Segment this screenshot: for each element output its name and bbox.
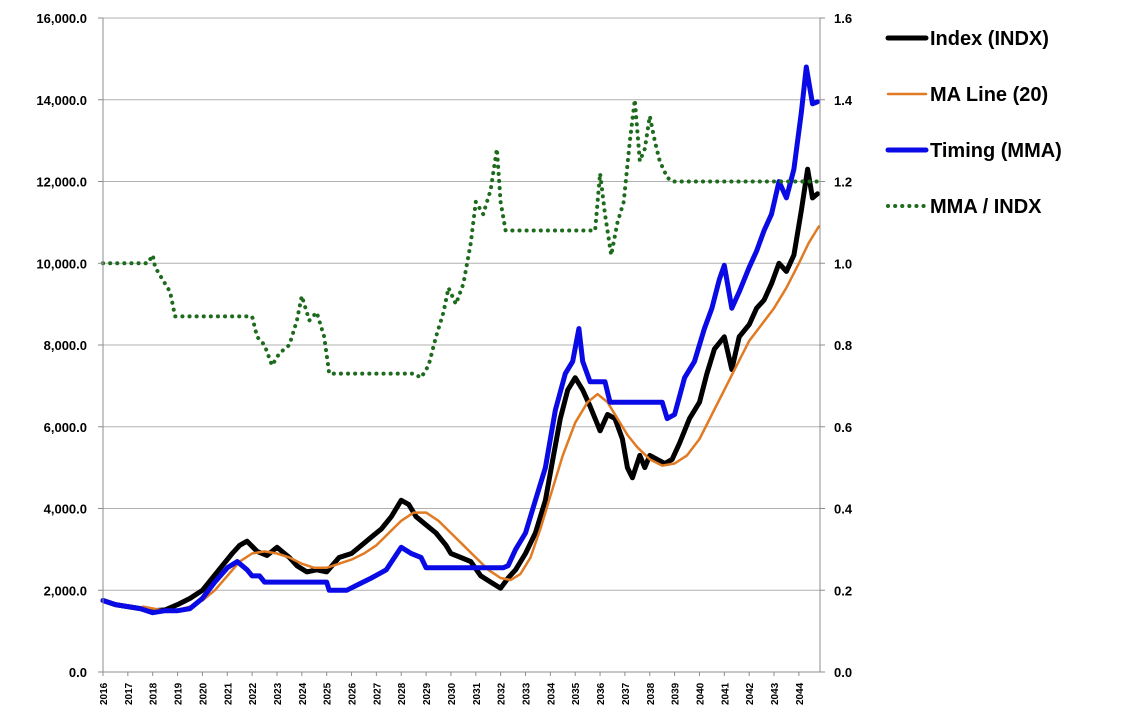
x-tick-label: 2035 [571, 682, 582, 705]
x-tick-label: 2033 [521, 682, 532, 705]
x-tick-label: 2023 [273, 682, 284, 705]
x-tick-label: 2020 [198, 682, 209, 705]
y-tick-label: 8,000.0 [44, 338, 87, 353]
legend-label: MA Line (20) [930, 84, 1048, 106]
y-axis-left-ticks: 0.0 2,000.0 4,000.0 6,000.0 8,000.0 10,000.0 1… [36, 11, 103, 680]
x-tick-label: 2042 [745, 682, 756, 705]
y-tick-label: 16,000.0 [36, 11, 87, 26]
legend-label: MMA / INDX [930, 196, 1042, 218]
y2-tick-label: 0.8 [834, 338, 852, 353]
x-tick-label: 2025 [323, 682, 334, 705]
series-line-1 [100, 166, 820, 614]
x-tick-label: 2036 [596, 682, 607, 705]
x-tick-label: 2030 [447, 682, 458, 705]
x-tick-label: 2040 [695, 682, 706, 705]
series-layer [100, 64, 821, 616]
y2-tick-label: 1.2 [834, 175, 852, 190]
legend-label: Timing (MMA) [930, 140, 1062, 162]
series-line-3 [100, 64, 820, 616]
series-line-4 [101, 97, 821, 380]
x-tick-label: 2034 [546, 682, 557, 705]
y-tick-label: 4,000.0 [44, 502, 87, 517]
legend-label: Index (INDX) [930, 28, 1049, 50]
x-tick-label: 2031 [472, 682, 483, 705]
y2-tick-label: 1.4 [834, 93, 853, 108]
x-tick-label: 2037 [621, 682, 632, 705]
x-tick-label: 2044 [795, 682, 806, 705]
x-tick-label: 2027 [372, 682, 383, 705]
y-tick-label: 2,000.0 [44, 583, 87, 598]
y-tick-label: 6,000.0 [44, 420, 87, 435]
legend: Index (INDX) MA Line (20) Timing (MMA) MMA … [885, 28, 1062, 218]
x-tick-label: 2017 [124, 682, 135, 705]
x-tick-label: 2043 [770, 682, 781, 705]
y2-tick-label: 0.6 [834, 420, 852, 435]
x-tick-label: 2016 [99, 682, 110, 705]
x-tick-label: 2032 [497, 682, 508, 705]
x-tick-label: 2038 [646, 682, 657, 705]
x-tick-label: 2028 [397, 682, 408, 705]
y2-tick-label: 0.0 [834, 665, 852, 680]
y2-tick-label: 1.0 [834, 256, 852, 271]
x-tick-label: 2019 [174, 682, 185, 705]
x-tick-label: 2039 [671, 682, 682, 705]
y-tick-label: 14,000.0 [36, 93, 87, 108]
x-axis-ticks: 2016 2017 2018 2019 2020 2021 2022 2023 2024 2025… [99, 672, 806, 705]
y2-tick-label: 0.4 [834, 502, 853, 517]
y2-tick-label: 0.2 [834, 583, 852, 598]
y-tick-label: 0.0 [69, 665, 87, 680]
x-tick-label: 2041 [720, 682, 731, 705]
x-tick-label: 2026 [348, 682, 359, 705]
x-tick-label: 2018 [149, 682, 160, 705]
y-tick-label: 12,000.0 [36, 175, 87, 190]
series-line-2 [141, 225, 821, 612]
x-tick-label: 2021 [223, 682, 234, 705]
x-tick-label: 2024 [298, 682, 309, 705]
y2-tick-label: 1.6 [834, 11, 852, 26]
y-axis-right-ticks: 0.0 0.2 0.4 0.6 0.8 1.0 1.2 1.4 1.6 [820, 11, 853, 680]
y-tick-label: 10,000.0 [36, 256, 87, 271]
x-tick-label: 2029 [422, 682, 433, 705]
x-tick-label: 2022 [248, 682, 259, 705]
